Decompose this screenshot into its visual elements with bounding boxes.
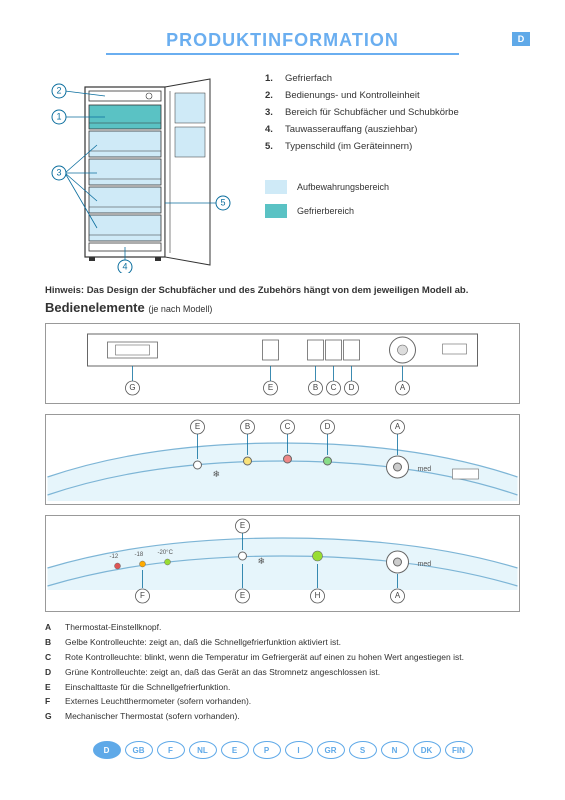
svg-text:E: E — [195, 422, 200, 431]
svg-text:A: A — [395, 422, 401, 431]
language-footer: D GB F NL E P I GR S N DK FIN — [45, 741, 520, 759]
freeze-swatch — [265, 204, 287, 218]
callout-1: 1 — [56, 111, 61, 121]
part-item: 4.Tauwasserauffang (ausziehbar) — [265, 124, 459, 135]
page-title: PRODUKTINFORMATION — [106, 30, 459, 55]
callout-4: 4 — [122, 261, 127, 271]
part-item: 2.Bedienungs- und Kontrolleinheit — [265, 90, 459, 101]
controls-heading: Bedienelemente (je nach Modell) — [45, 300, 520, 315]
svg-text:E: E — [240, 591, 245, 600]
area-legend: Aufbewahrungsbereich Gefrierbereich — [265, 180, 459, 218]
lang-e[interactable]: E — [221, 741, 249, 759]
storage-label: Aufbewahrungsbereich — [297, 182, 389, 192]
lang-nl[interactable]: NL — [189, 741, 217, 759]
lang-p[interactable]: P — [253, 741, 281, 759]
parts-list: 1.Gefrierfach 2.Bedienungs- und Kontroll… — [265, 73, 459, 152]
lang-i[interactable]: I — [285, 741, 313, 759]
svg-text:D: D — [349, 383, 355, 392]
svg-text:B: B — [313, 383, 318, 392]
parts-column: 1.Gefrierfach 2.Bedienungs- und Kontroll… — [265, 73, 459, 273]
language-badge: D — [512, 32, 530, 46]
svg-text:H: H — [315, 591, 321, 600]
svg-text:med: med — [418, 466, 432, 473]
svg-text:B: B — [245, 422, 250, 431]
control-panel-1: G E B C D A — [45, 323, 520, 404]
callout-5: 5 — [220, 197, 225, 207]
svg-text:F: F — [140, 591, 145, 600]
svg-text:❄: ❄ — [258, 556, 266, 566]
svg-text:D: D — [325, 422, 331, 431]
lang-dk[interactable]: DK — [413, 741, 441, 759]
control-panel-3: -12 -18 -20°C ❄ med E — [45, 515, 520, 612]
svg-text:-20°C: -20°C — [158, 550, 174, 556]
freeze-label: Gefrierbereich — [297, 206, 354, 216]
svg-text:C: C — [285, 422, 291, 431]
lang-fin[interactable]: FIN — [445, 741, 473, 759]
svg-text:G: G — [129, 383, 135, 392]
svg-text:A: A — [395, 591, 401, 600]
lang-s[interactable]: S — [349, 741, 377, 759]
part-item: 1.Gefrierfach — [265, 73, 459, 84]
part-item: 5.Typenschild (im Geräteinnern) — [265, 141, 459, 152]
header: PRODUKTINFORMATION D — [45, 30, 520, 55]
callout-2: 2 — [56, 85, 61, 95]
design-note: Hinweis: Das Design der Schubfächer und … — [45, 285, 520, 296]
callout-3: 3 — [56, 167, 61, 177]
svg-text:A: A — [400, 383, 406, 392]
lang-f[interactable]: F — [157, 741, 185, 759]
svg-text:-12: -12 — [110, 554, 119, 560]
storage-swatch — [265, 180, 287, 194]
lang-gb[interactable]: GB — [125, 741, 153, 759]
product-diagram: 2 1 3 4 5 — [45, 73, 235, 273]
lang-n[interactable]: N — [381, 741, 409, 759]
control-panel-2: med ❄ E B C D A — [45, 414, 520, 505]
lang-d[interactable]: D — [93, 741, 121, 759]
svg-text:C: C — [331, 383, 337, 392]
lang-gr[interactable]: GR — [317, 741, 345, 759]
svg-text:E: E — [268, 383, 273, 392]
control-legend: AThermostat-Einstellknopf. BGelbe Kontro… — [45, 622, 520, 723]
svg-text:E: E — [240, 521, 245, 530]
svg-text:❄: ❄ — [213, 469, 221, 479]
svg-text:med: med — [418, 561, 432, 568]
svg-text:-18: -18 — [135, 552, 144, 558]
part-item: 3.Bereich für Schubfächer und Schubkörbe — [265, 107, 459, 118]
